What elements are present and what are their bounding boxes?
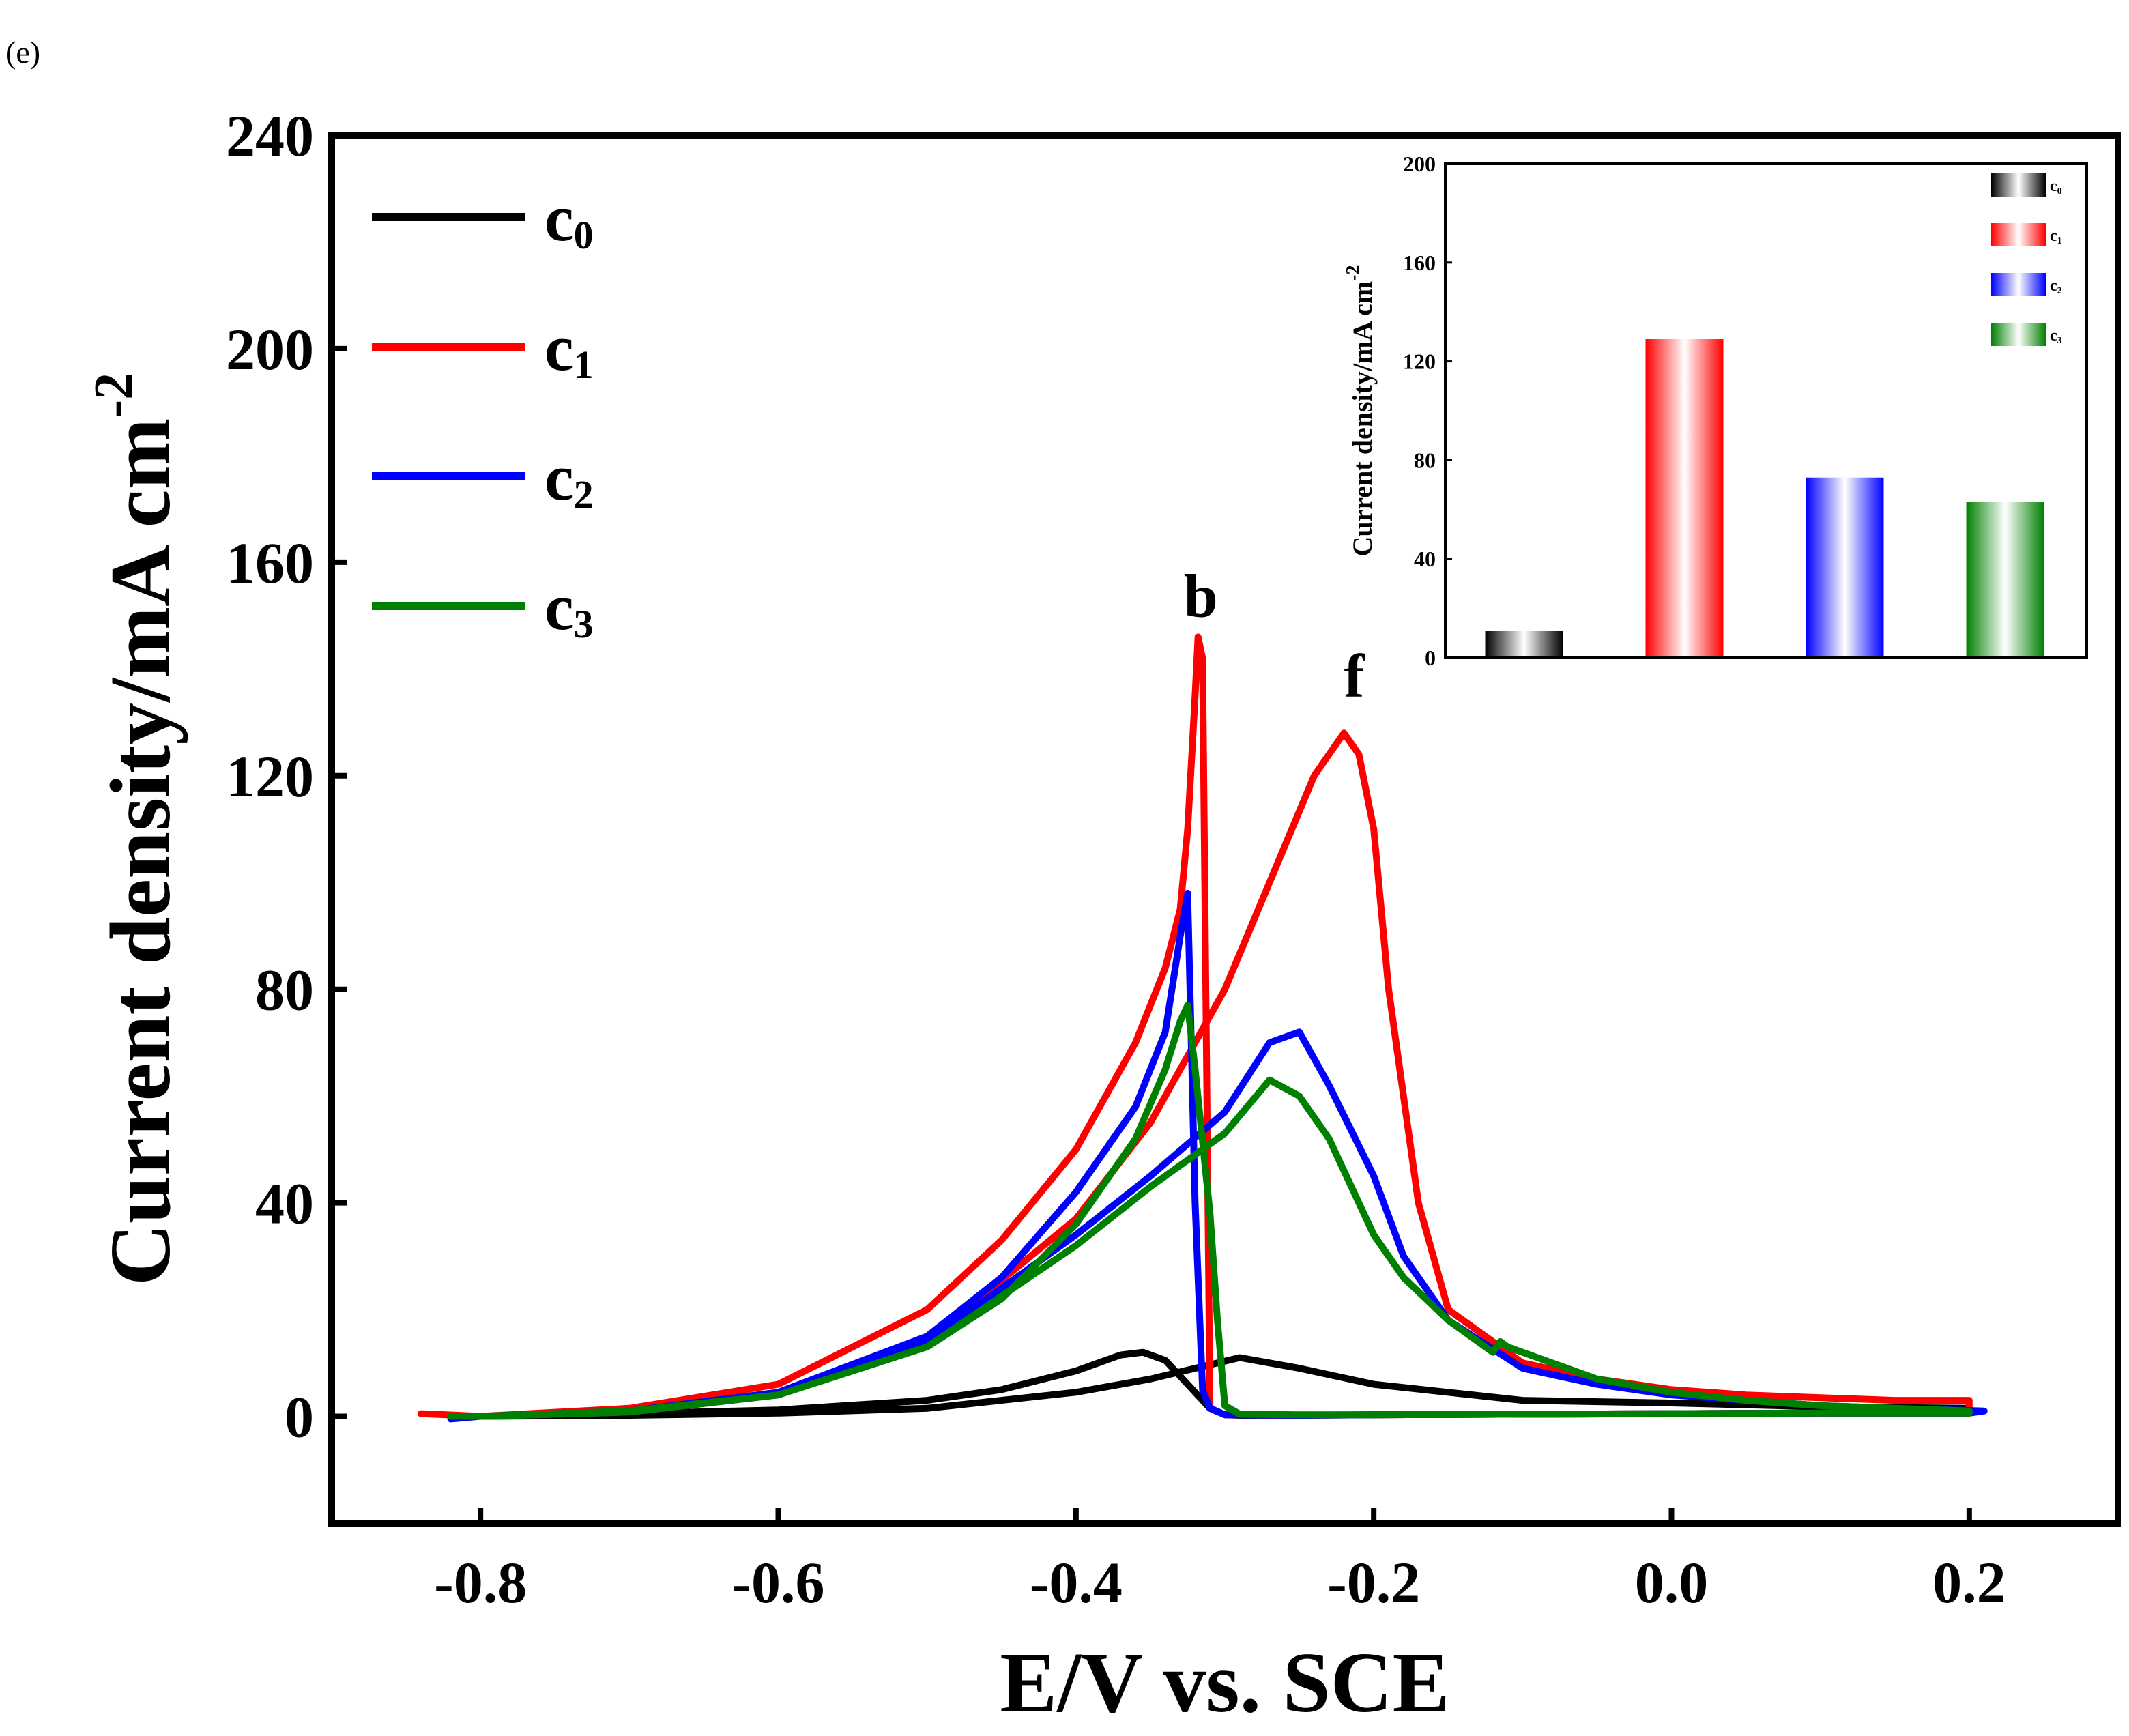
main-x-ticks: -0.8 -0.6 -0.4 -0.2 0.0 0.2 xyxy=(434,1508,2006,1615)
inset-legend-label-subscript: 3 xyxy=(2057,336,2062,346)
x-tick-label: -0.4 xyxy=(1030,1550,1123,1615)
legend-label-name: c xyxy=(545,311,574,384)
y-tick-label: 200 xyxy=(226,317,314,382)
legend-label-subscript: 2 xyxy=(574,472,594,517)
inset-legend-swatch-c1 xyxy=(1991,223,2046,246)
main-annotations: bf xyxy=(1184,563,1365,710)
x-tick-label: -0.8 xyxy=(434,1550,527,1615)
legend-label-name: c xyxy=(545,570,574,643)
inset-y-ticks: 0 40 80 120 160 200 xyxy=(1403,151,1452,670)
inset-legend-swatch-c0 xyxy=(1991,173,2046,197)
inset-legend-label-c0: c0 xyxy=(2050,177,2062,197)
legend-label-c2: c2 xyxy=(545,441,594,517)
inset-legend-label-c3: c3 xyxy=(2050,327,2062,346)
legend-label-subscript: 0 xyxy=(574,213,594,257)
y-axis-title: Current density/mA cm-2 xyxy=(84,373,188,1286)
y-tick-label: 240 xyxy=(226,103,314,169)
legend-label-c1: c1 xyxy=(545,311,594,387)
inset-legend-label-c1: c1 xyxy=(2050,227,2062,246)
x-axis-title: E/V vs. SCE xyxy=(1000,1636,1449,1731)
inset-y-tick-label: 0 xyxy=(1425,646,1436,670)
inset-y-tick-label: 40 xyxy=(1414,547,1436,571)
series-line-c1 xyxy=(417,633,1973,1420)
inset-y-axis-title: Current density/mA cm-2 xyxy=(1343,265,1378,557)
inset-bar-c0 xyxy=(1485,631,1563,658)
x-tick-label: -0.6 xyxy=(732,1550,824,1615)
legend-label-name: c xyxy=(545,182,574,255)
inset-legend-label-subscript: 0 xyxy=(2057,186,2062,197)
main-curves xyxy=(417,633,1988,1423)
inset-legend-label-name: c xyxy=(2050,327,2057,345)
inset-y-tick-label: 120 xyxy=(1403,349,1436,374)
inset-legend-label-name: c xyxy=(2050,177,2057,195)
y-tick-label: 80 xyxy=(255,957,314,1023)
inset-legend-label-c2: c2 xyxy=(2050,277,2062,296)
y-axis-title-text: Current density/mA cm xyxy=(93,418,188,1286)
y-tick-label: 0 xyxy=(285,1385,314,1450)
legend-label-c0: c0 xyxy=(545,182,594,257)
inset-y-axis-title-text: Current density/mA cm xyxy=(1347,281,1378,557)
y-axis-title-superscript: -2 xyxy=(84,373,144,418)
y-tick-label: 160 xyxy=(226,530,314,596)
peak-label-f: f xyxy=(1344,643,1365,710)
inset-legend-swatch-c2 xyxy=(1991,273,2046,296)
main-plot-frame xyxy=(328,132,2121,1527)
legend-label-subscript: 3 xyxy=(574,602,594,646)
inset-bars xyxy=(1485,339,2044,658)
legend-label-c3: c3 xyxy=(545,570,594,646)
inset-plot-frame xyxy=(1444,162,2088,659)
inset-y-axis-title-superscript: -2 xyxy=(1343,265,1364,281)
y-tick-label: 120 xyxy=(226,744,314,809)
x-tick-label: 0.0 xyxy=(1635,1550,1709,1615)
main-plot: -0.8 -0.6 -0.4 -0.2 0.0 0.2 04080120160200240… xyxy=(84,103,2121,1731)
y-tick-label: 40 xyxy=(255,1171,314,1236)
inset-y-tick-label: 80 xyxy=(1414,448,1436,472)
peak-label-b: b xyxy=(1184,563,1218,631)
x-tick-label: 0.2 xyxy=(1932,1550,2006,1615)
x-tick-label: -0.2 xyxy=(1327,1550,1420,1615)
inset-legend-label-name: c xyxy=(2050,277,2057,295)
panel-label: (e) xyxy=(5,35,40,70)
inset-legend-label-name: c xyxy=(2050,227,2057,245)
series-line-c3 xyxy=(447,1002,1973,1420)
inset-bar-c3 xyxy=(1966,502,2044,658)
inset-legend-swatch-c3 xyxy=(1991,323,2046,346)
legend-label-name: c xyxy=(545,441,574,514)
inset-y-tick-label: 200 xyxy=(1403,151,1436,176)
inset-legend-label-subscript: 2 xyxy=(2057,286,2062,296)
inset-legend-label-subscript: 1 xyxy=(2057,236,2062,246)
inset-bar-c1 xyxy=(1645,339,1724,658)
inset-y-tick-label: 160 xyxy=(1403,250,1436,275)
legend-label-subscript: 1 xyxy=(574,343,594,387)
inset-bar-c2 xyxy=(1806,477,1884,658)
main-y-ticks: 0 40 80 120 160 200 240 xyxy=(226,103,347,1450)
